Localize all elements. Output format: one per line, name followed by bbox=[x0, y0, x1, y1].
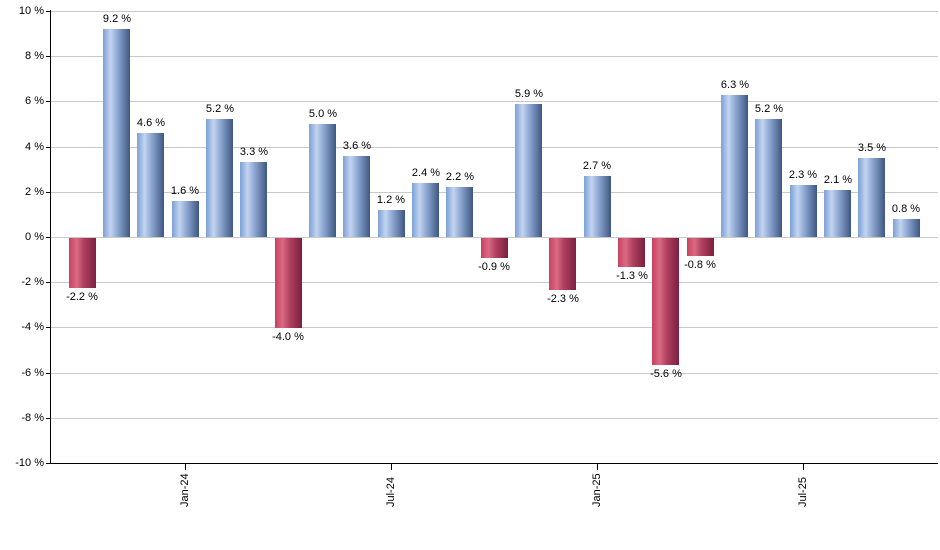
bar-negative bbox=[481, 238, 508, 258]
bar-negative bbox=[652, 238, 679, 365]
y-tick-label: -4 % bbox=[21, 321, 44, 333]
bar-positive bbox=[412, 183, 439, 237]
bar-positive bbox=[824, 190, 851, 237]
bar-value-label: 2.2 % bbox=[445, 171, 475, 183]
gridline bbox=[50, 373, 938, 374]
bar-value-label: 6.3 % bbox=[720, 79, 750, 91]
x-axis-tick bbox=[597, 464, 598, 470]
gridline bbox=[50, 56, 938, 57]
x-axis-tick bbox=[803, 464, 804, 470]
bar-positive bbox=[378, 210, 405, 237]
x-axis-tick bbox=[185, 464, 186, 470]
bar-positive bbox=[893, 219, 920, 237]
bar-value-label: -2.3 % bbox=[547, 293, 579, 305]
gridline bbox=[50, 282, 938, 283]
y-axis-tick bbox=[46, 463, 50, 464]
y-axis-tick bbox=[46, 101, 50, 102]
bar-positive bbox=[790, 185, 817, 237]
y-tick-label: 6 % bbox=[25, 95, 44, 107]
bar-positive bbox=[584, 176, 611, 237]
bar-value-label: 5.9 % bbox=[514, 88, 544, 100]
bar-positive bbox=[515, 104, 542, 237]
bar-negative bbox=[275, 238, 302, 328]
bar-value-label: 3.5 % bbox=[857, 142, 887, 154]
y-axis-tick bbox=[46, 327, 50, 328]
y-axis-tick bbox=[46, 237, 50, 238]
y-axis-tick bbox=[46, 147, 50, 148]
gridline bbox=[50, 418, 938, 419]
y-axis-tick bbox=[46, 373, 50, 374]
bar-value-label: 1.2 % bbox=[376, 194, 406, 206]
y-axis-tick bbox=[46, 418, 50, 419]
bar-negative bbox=[69, 238, 96, 288]
x-tick-label: Jul-25 bbox=[797, 477, 809, 507]
bar-value-label: 2.1 % bbox=[823, 174, 853, 186]
gridline bbox=[50, 327, 938, 328]
bar-positive bbox=[755, 119, 782, 237]
y-tick-label: 10 % bbox=[18, 5, 44, 17]
bar-positive bbox=[721, 95, 748, 237]
y-tick-label: -10 % bbox=[15, 457, 44, 469]
bar-positive bbox=[206, 119, 233, 237]
y-axis-tick bbox=[46, 282, 50, 283]
x-tick-label: Jan-24 bbox=[179, 473, 191, 507]
bar-value-label: -1.3 % bbox=[616, 270, 648, 282]
bar-value-label: 1.6 % bbox=[170, 185, 200, 197]
bar-positive bbox=[309, 124, 336, 237]
bar-value-label: 5.2 % bbox=[205, 103, 235, 115]
bar-value-label: 5.2 % bbox=[754, 103, 784, 115]
y-tick-label: 0 % bbox=[25, 231, 44, 243]
bar-positive bbox=[343, 156, 370, 237]
bar-value-label: 0.8 % bbox=[891, 203, 921, 215]
y-axis bbox=[50, 10, 51, 463]
bar-value-label: 4.6 % bbox=[136, 117, 166, 129]
bar-value-label: 3.6 % bbox=[342, 140, 372, 152]
y-axis-tick bbox=[46, 192, 50, 193]
y-tick-label: -8 % bbox=[21, 412, 44, 424]
y-axis-tick bbox=[46, 56, 50, 57]
gridline bbox=[50, 11, 938, 12]
bar-value-label: 2.7 % bbox=[582, 160, 612, 172]
bar-value-label: -5.6 % bbox=[650, 368, 682, 380]
bar-value-label: 2.3 % bbox=[788, 169, 818, 181]
bar-value-label: 2.4 % bbox=[411, 167, 441, 179]
bar-positive bbox=[446, 187, 473, 237]
y-tick-label: 2 % bbox=[25, 186, 44, 198]
bar-value-label: -4.0 % bbox=[272, 331, 304, 343]
bar-negative bbox=[549, 238, 576, 290]
bar-value-label: -0.9 % bbox=[478, 261, 510, 273]
bar-positive bbox=[137, 133, 164, 237]
bar-positive bbox=[858, 158, 885, 237]
gridline bbox=[50, 192, 938, 193]
y-tick-label: -2 % bbox=[21, 276, 44, 288]
bar-positive bbox=[172, 201, 199, 237]
bar-positive bbox=[103, 29, 130, 237]
gridline bbox=[50, 237, 938, 238]
bar-value-label: 3.3 % bbox=[239, 146, 269, 158]
bar-value-label: -2.2 % bbox=[66, 291, 98, 303]
y-tick-label: -6 % bbox=[21, 367, 44, 379]
y-tick-label: 8 % bbox=[25, 50, 44, 62]
y-tick-label: 4 % bbox=[25, 141, 44, 153]
x-axis-tick bbox=[391, 464, 392, 470]
gridline bbox=[50, 147, 938, 148]
bar-value-label: 5.0 % bbox=[308, 108, 338, 120]
bar-negative bbox=[618, 238, 645, 267]
bar-negative bbox=[687, 238, 714, 256]
x-tick-label: Jan-25 bbox=[591, 473, 603, 507]
bar-positive bbox=[240, 162, 267, 237]
x-axis bbox=[50, 463, 938, 464]
y-axis-tick bbox=[46, 11, 50, 12]
bar-value-label: -0.8 % bbox=[684, 259, 716, 271]
x-tick-label: Jul-24 bbox=[385, 477, 397, 507]
bar-value-label: 9.2 % bbox=[102, 13, 132, 25]
gridline bbox=[50, 101, 938, 102]
